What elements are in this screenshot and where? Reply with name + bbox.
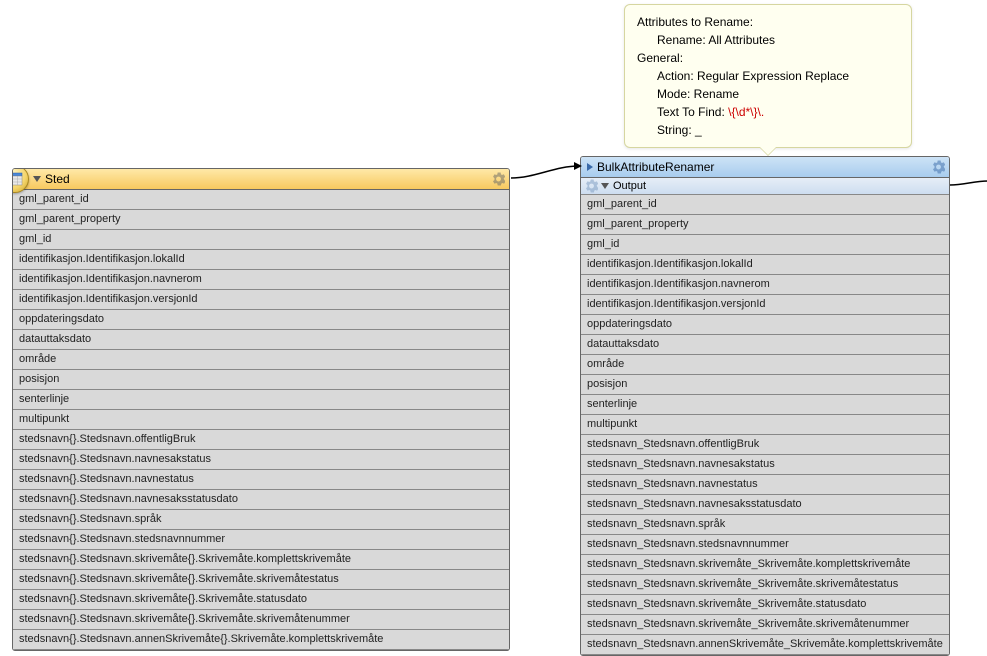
attribute-row[interactable]: stedsnavn_Stedsnavn.skrivemåte_Skrivemåt…: [581, 575, 949, 595]
attribute-row[interactable]: stedsnavn{}.Stedsnavn.navnestatus: [13, 470, 509, 490]
attribute-row[interactable]: område: [13, 350, 509, 370]
attribute-row[interactable]: oppdateringsdato: [13, 310, 509, 330]
attribute-row[interactable]: posisjon: [581, 375, 949, 395]
attribute-row[interactable]: datauttaksdato: [13, 330, 509, 350]
attribute-row[interactable]: stedsnavn{}.Stedsnavn.skrivemåte{}.Skriv…: [13, 590, 509, 610]
tooltip-line: Text To Find: \{\d*\}\.: [637, 103, 899, 121]
transformer-header[interactable]: BulkAttributeRenamer: [581, 157, 949, 178]
attribute-row[interactable]: multipunkt: [581, 415, 949, 435]
tooltip-line: String: _: [637, 121, 899, 139]
expand-icon[interactable]: [601, 183, 609, 189]
reader-header[interactable]: Sted: [13, 169, 509, 190]
tooltip-line: Mode: Rename: [637, 85, 899, 103]
attribute-row[interactable]: stedsnavn_Stedsnavn.navnesaksstatusdato: [581, 495, 949, 515]
gear-icon[interactable]: [932, 161, 945, 174]
tooltip-regex: \{\d*\}\.: [728, 105, 764, 119]
tooltip-line: Attributes to Rename:: [637, 13, 899, 31]
expand-icon[interactable]: [33, 176, 41, 182]
attribute-row[interactable]: stedsnavn{}.Stedsnavn.navnesaksstatusdat…: [13, 490, 509, 510]
attribute-row[interactable]: identifikasjon.Identifikasjon.versjonId: [581, 295, 949, 315]
attribute-row[interactable]: stedsnavn_Stedsnavn.annenSkrivemåte_Skri…: [581, 635, 949, 655]
connector-reader-to-transformer: [510, 160, 582, 182]
attribute-row[interactable]: stedsnavn{}.Stedsnavn.skrivemåte{}.Skriv…: [13, 610, 509, 630]
attribute-row[interactable]: gml_parent_id: [581, 195, 949, 215]
attribute-row[interactable]: oppdateringsdato: [581, 315, 949, 335]
attribute-row[interactable]: senterlinje: [581, 395, 949, 415]
tooltip-line: Action: Regular Expression Replace: [637, 67, 899, 85]
attribute-row[interactable]: stedsnavn_Stedsnavn.skrivemåte_Skrivemåt…: [581, 555, 949, 575]
attribute-row[interactable]: gml_parent_property: [581, 215, 949, 235]
attribute-row[interactable]: posisjon: [13, 370, 509, 390]
attribute-row[interactable]: stedsnavn{}.Stedsnavn.skrivemåte{}.Skriv…: [13, 570, 509, 590]
attribute-row[interactable]: stedsnavn_Stedsnavn.navnesakstatus: [581, 455, 949, 475]
output-label: Output: [613, 180, 646, 192]
attribute-row[interactable]: stedsnavn_Stedsnavn.skrivemåte_Skrivemåt…: [581, 595, 949, 615]
attribute-row[interactable]: stedsnavn_Stedsnavn.stedsnavnnummer: [581, 535, 949, 555]
attribute-row[interactable]: stedsnavn_Stedsnavn.skrivemåte_Skrivemåt…: [581, 615, 949, 635]
attribute-row[interactable]: stedsnavn_Stedsnavn.offentligBruk: [581, 435, 949, 455]
attribute-row[interactable]: stedsnavn{}.Stedsnavn.navnesakstatus: [13, 450, 509, 470]
transformer-node[interactable]: BulkAttributeRenamer Output gml_parent_i…: [580, 156, 950, 656]
connector-transformer-output: [949, 178, 987, 192]
gear-icon[interactable]: [585, 180, 598, 193]
tooltip-line: General:: [637, 49, 899, 67]
attribute-row[interactable]: område: [581, 355, 949, 375]
attribute-row[interactable]: multipunkt: [13, 410, 509, 430]
attribute-row[interactable]: identifikasjon.Identifikasjon.lokalId: [581, 255, 949, 275]
attribute-row[interactable]: gml_parent_id: [13, 190, 509, 210]
attribute-row[interactable]: stedsnavn_Stedsnavn.språk: [581, 515, 949, 535]
output-port-header[interactable]: Output: [581, 178, 949, 195]
attribute-row[interactable]: identifikasjon.Identifikasjon.navnerom: [581, 275, 949, 295]
tooltip-label: Text To Find:: [657, 105, 728, 119]
attribute-row[interactable]: stedsnavn{}.Stedsnavn.annenSkrivemåte{}.…: [13, 630, 509, 650]
attribute-row[interactable]: stedsnavn_Stedsnavn.navnestatus: [581, 475, 949, 495]
attribute-row[interactable]: identifikasjon.Identifikasjon.versjonId: [13, 290, 509, 310]
attribute-row[interactable]: gml_id: [581, 235, 949, 255]
attribute-row[interactable]: gml_parent_property: [13, 210, 509, 230]
attribute-row[interactable]: stedsnavn{}.Stedsnavn.stedsnavnnummer: [13, 530, 509, 550]
attribute-row[interactable]: identifikasjon.Identifikasjon.navnerom: [13, 270, 509, 290]
attribute-row[interactable]: gml_id: [13, 230, 509, 250]
attribute-row[interactable]: stedsnavn{}.Stedsnavn.offentligBruk: [13, 430, 509, 450]
transformer-title: BulkAttributeRenamer: [597, 160, 714, 174]
tooltip-line: Rename: All Attributes: [637, 31, 899, 49]
attribute-row[interactable]: identifikasjon.Identifikasjon.lokalId: [13, 250, 509, 270]
attribute-row[interactable]: stedsnavn{}.Stedsnavn.språk: [13, 510, 509, 530]
properties-tooltip: Attributes to Rename: Rename: All Attrib…: [624, 4, 912, 148]
attribute-row[interactable]: datauttaksdato: [581, 335, 949, 355]
reader-title: Sted: [45, 172, 70, 186]
reader-node[interactable]: Sted gml_parent_idgml_parent_propertygml…: [12, 168, 510, 651]
attribute-row[interactable]: stedsnavn{}.Stedsnavn.skrivemåte{}.Skriv…: [13, 550, 509, 570]
attribute-row[interactable]: senterlinje: [13, 390, 509, 410]
gear-icon[interactable]: [492, 173, 505, 186]
input-port-icon: [587, 163, 593, 171]
